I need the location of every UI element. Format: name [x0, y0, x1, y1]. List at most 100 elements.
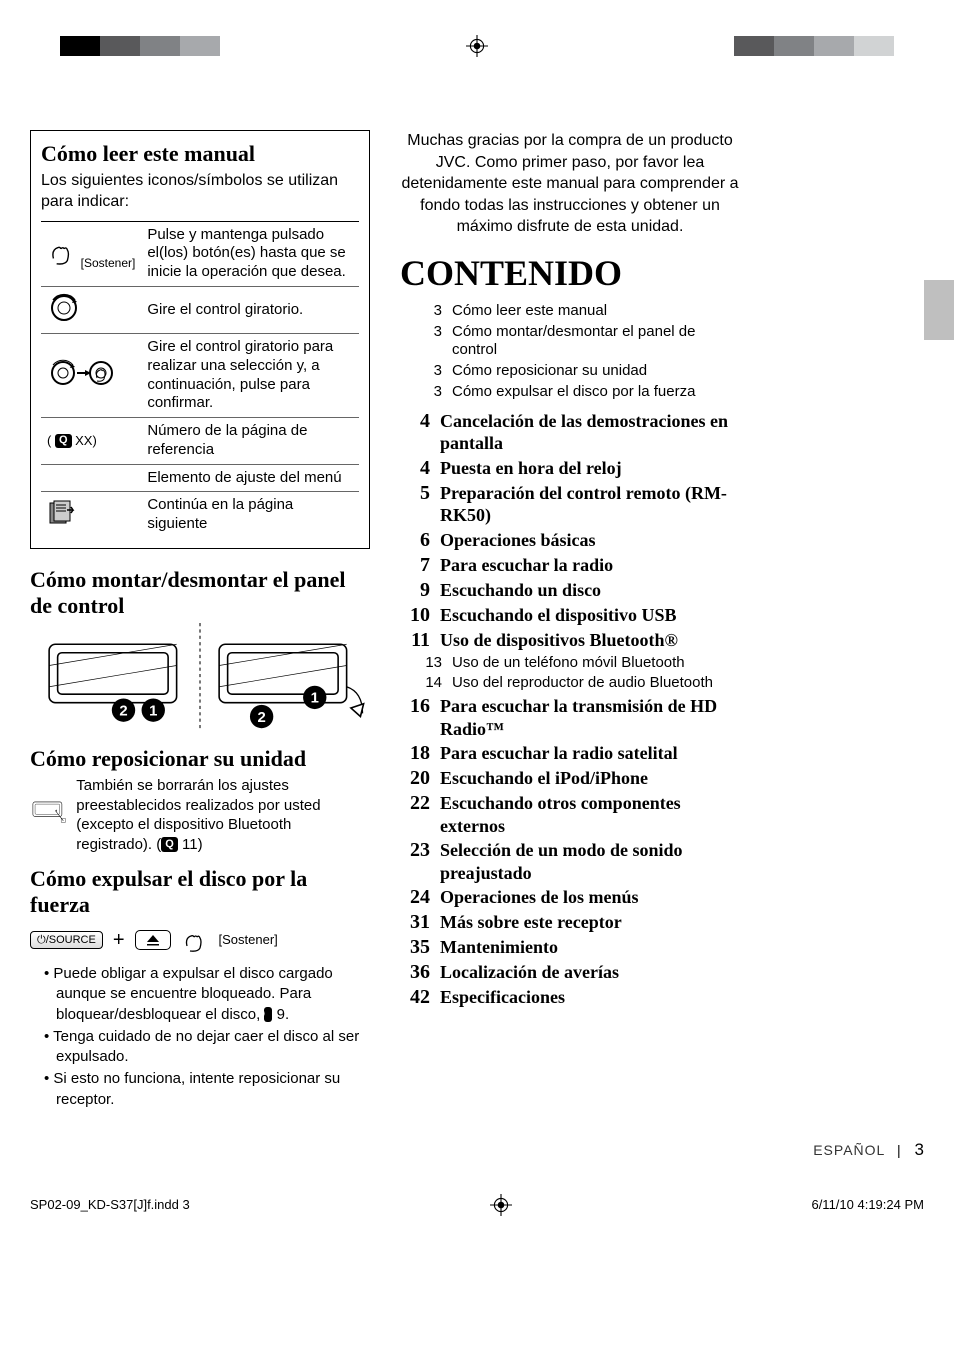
symbol-desc: Pulse y mantenga pulsado el(los) botón(e…	[141, 221, 359, 286]
section-eject-title: Cómo expulsar el disco por la fuerza	[30, 866, 370, 918]
toc-page: 31	[400, 911, 430, 934]
section-mount-title: Cómo montar/desmontar el panel de contro…	[30, 567, 370, 619]
toc-page: 35	[400, 936, 430, 959]
symbol-cell	[41, 286, 141, 333]
symbol-cell: [Sostener]	[41, 221, 141, 286]
box-intro: Los siguientes iconos/símbolos se utiliz…	[41, 171, 359, 213]
toc-title: Escuchando el dispositivo USB	[440, 604, 740, 627]
thanks-text: Muchas gracias por la compra de un produ…	[400, 130, 740, 238]
side-tab	[924, 280, 954, 340]
reset-illustration	[30, 776, 66, 846]
toc-page: 9	[400, 579, 430, 602]
toc-page: 20	[400, 767, 430, 790]
left-column: Cómo leer este manual Los siguientes ico…	[30, 130, 370, 1112]
imprint-footer: SP02-09_KD-S37[J]f.indd 3 6/11/10 4:19:2…	[30, 1194, 924, 1216]
reset-text: También se borrarán los ajustes preestab…	[76, 776, 370, 854]
toc-sub-title: Uso del reproductor de audio Bluetooth	[452, 674, 740, 693]
toc-title: Operaciones de los menús	[440, 886, 740, 909]
read-manual-box: Cómo leer este manual Los siguientes ico…	[30, 130, 370, 549]
toc-title: Puesta en hora del reloj	[440, 457, 740, 480]
hand-hold-icon	[181, 926, 209, 954]
symbol-cell	[41, 334, 141, 418]
symbol-desc: Número de la página de referencia	[141, 418, 359, 465]
symbol-table: [Sostener]Pulse y mantenga pulsado el(lo…	[41, 221, 359, 538]
box-title: Cómo leer este manual	[41, 141, 359, 167]
toc-page: 11	[400, 629, 430, 652]
footer-lang: ESPAÑOL	[813, 1142, 885, 1158]
table-of-contents: 3 Cómo leer este manual 3 Cómo montar/desmo…	[400, 302, 740, 1009]
symbol-desc: Continúa en la página siguiente	[141, 492, 359, 538]
toc-sub-title: Uso de un teléfono móvil Bluetooth	[452, 654, 740, 673]
svg-text:1: 1	[149, 703, 157, 719]
toc-title: Selección de un modo de sonido preajusta…	[440, 839, 740, 884]
print-registration-marks	[60, 35, 894, 57]
toc-page: 24	[400, 886, 430, 909]
toc-title: Escuchando el iPod/iPhone	[440, 767, 740, 790]
toc-title: Uso de dispositivos Bluetooth®	[440, 629, 740, 652]
svg-text:1: 1	[311, 691, 319, 707]
note-item: Tenga cuidado de no dejar caer el disco …	[44, 1027, 370, 1068]
note-item: Si esto no funciona, intente reposiciona…	[44, 1069, 370, 1110]
right-column: Muchas gracias por la compra de un produ…	[400, 130, 740, 1112]
toc-page: 5	[400, 482, 430, 505]
toc-page: 7	[400, 554, 430, 577]
panel-mount-illustration: 2 1 2 1	[30, 623, 370, 729]
toc-page: 4	[400, 410, 430, 433]
toc-page: 3	[400, 362, 442, 379]
toc-title: Localización de averías	[440, 961, 740, 984]
toc-page: 6	[400, 529, 430, 552]
toc-title: Mantenimiento	[440, 936, 740, 959]
toc-title: Escuchando un disco	[440, 579, 740, 602]
toc-title: Para escuchar la radio satelital	[440, 742, 740, 765]
page-content: Cómo leer este manual Los siguientes ico…	[30, 130, 924, 1112]
timestamp: 6/11/10 4:19:24 PM	[811, 1197, 924, 1212]
eject-notes: Puede obligar a expulsar el disco cargad…	[30, 964, 370, 1110]
source-button-icon: ⏻/SOURCE	[30, 931, 103, 949]
page-number: 3	[915, 1140, 924, 1159]
toc-page: 16	[400, 695, 430, 718]
note-item: Puede obligar a expulsar el disco cargad…	[44, 964, 370, 1025]
toc-title: Para escuchar la radio	[440, 554, 740, 577]
symbol-cell	[41, 464, 141, 492]
toc-title: Especificaciones	[440, 986, 740, 1009]
toc-page: 18	[400, 742, 430, 765]
toc-page: 4	[400, 457, 430, 480]
registration-target-icon	[490, 1194, 512, 1216]
sostener-label: [Sostener]	[219, 932, 278, 949]
toc-page: 10	[400, 604, 430, 627]
toc-page: 36	[400, 961, 430, 984]
toc-title: Cancelación de las demostraciones en pan…	[440, 410, 740, 455]
symbol-cell: ( Q XX)	[41, 418, 141, 465]
plus-icon: +	[113, 927, 125, 953]
toc-title: Preparación del control remoto (RM-RK50)	[440, 482, 740, 527]
toc-title: Cómo reposicionar su unidad	[452, 362, 740, 381]
toc-page: 22	[400, 792, 430, 815]
toc-page: 3	[400, 323, 442, 340]
svg-text:2: 2	[119, 703, 127, 719]
file-name: SP02-09_KD-S37[J]f.indd 3	[30, 1197, 190, 1212]
toc-sub-page: 14	[400, 674, 442, 691]
svg-text:2: 2	[257, 710, 265, 726]
toc-page: 3	[400, 383, 442, 400]
toc-title: Escuchando otros componentes externos	[440, 792, 740, 837]
eject-button-icon	[135, 930, 171, 950]
section-reset-title: Cómo reposicionar su unidad	[30, 746, 370, 772]
toc-page: 3	[400, 302, 442, 319]
page-ref-icon: Q	[161, 837, 178, 851]
page-footer: ESPAÑOL | 3	[30, 1140, 924, 1160]
toc-page: 42	[400, 986, 430, 1009]
symbol-desc: Gire el control giratorio.	[141, 286, 359, 333]
toc-title: Para escuchar la transmisión de HD Radio…	[440, 695, 740, 740]
toc-title: Cómo montar/desmontar el panel de contro…	[452, 323, 740, 361]
registration-target-icon	[466, 35, 488, 57]
toc-title: Cómo leer este manual	[452, 302, 740, 321]
symbol-desc: Gire el control giratorio para realizar …	[141, 334, 359, 418]
symbol-cell	[41, 492, 141, 538]
toc-title: Más sobre este receptor	[440, 911, 740, 934]
symbol-desc: Elemento de ajuste del menú	[141, 464, 359, 492]
toc-title: Operaciones básicas	[440, 529, 740, 552]
toc-page: 23	[400, 839, 430, 862]
toc-sub-page: 13	[400, 654, 442, 671]
toc-title: Cómo expulsar el disco por la fuerza	[452, 383, 740, 402]
contents-heading: CONTENIDO	[400, 252, 740, 294]
